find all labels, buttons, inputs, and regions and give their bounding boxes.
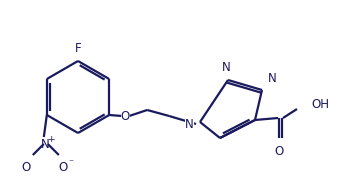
Text: F: F xyxy=(75,42,81,55)
Text: +: + xyxy=(47,135,55,144)
Text: O: O xyxy=(58,161,67,174)
Text: O: O xyxy=(121,110,130,122)
Text: N: N xyxy=(268,72,277,85)
Text: N: N xyxy=(185,117,194,131)
Text: OH: OH xyxy=(311,97,329,111)
Text: O: O xyxy=(21,161,31,174)
Text: ⁻: ⁻ xyxy=(68,158,73,168)
Text: N: N xyxy=(40,138,49,151)
Text: N: N xyxy=(222,61,230,74)
Text: O: O xyxy=(274,145,284,158)
